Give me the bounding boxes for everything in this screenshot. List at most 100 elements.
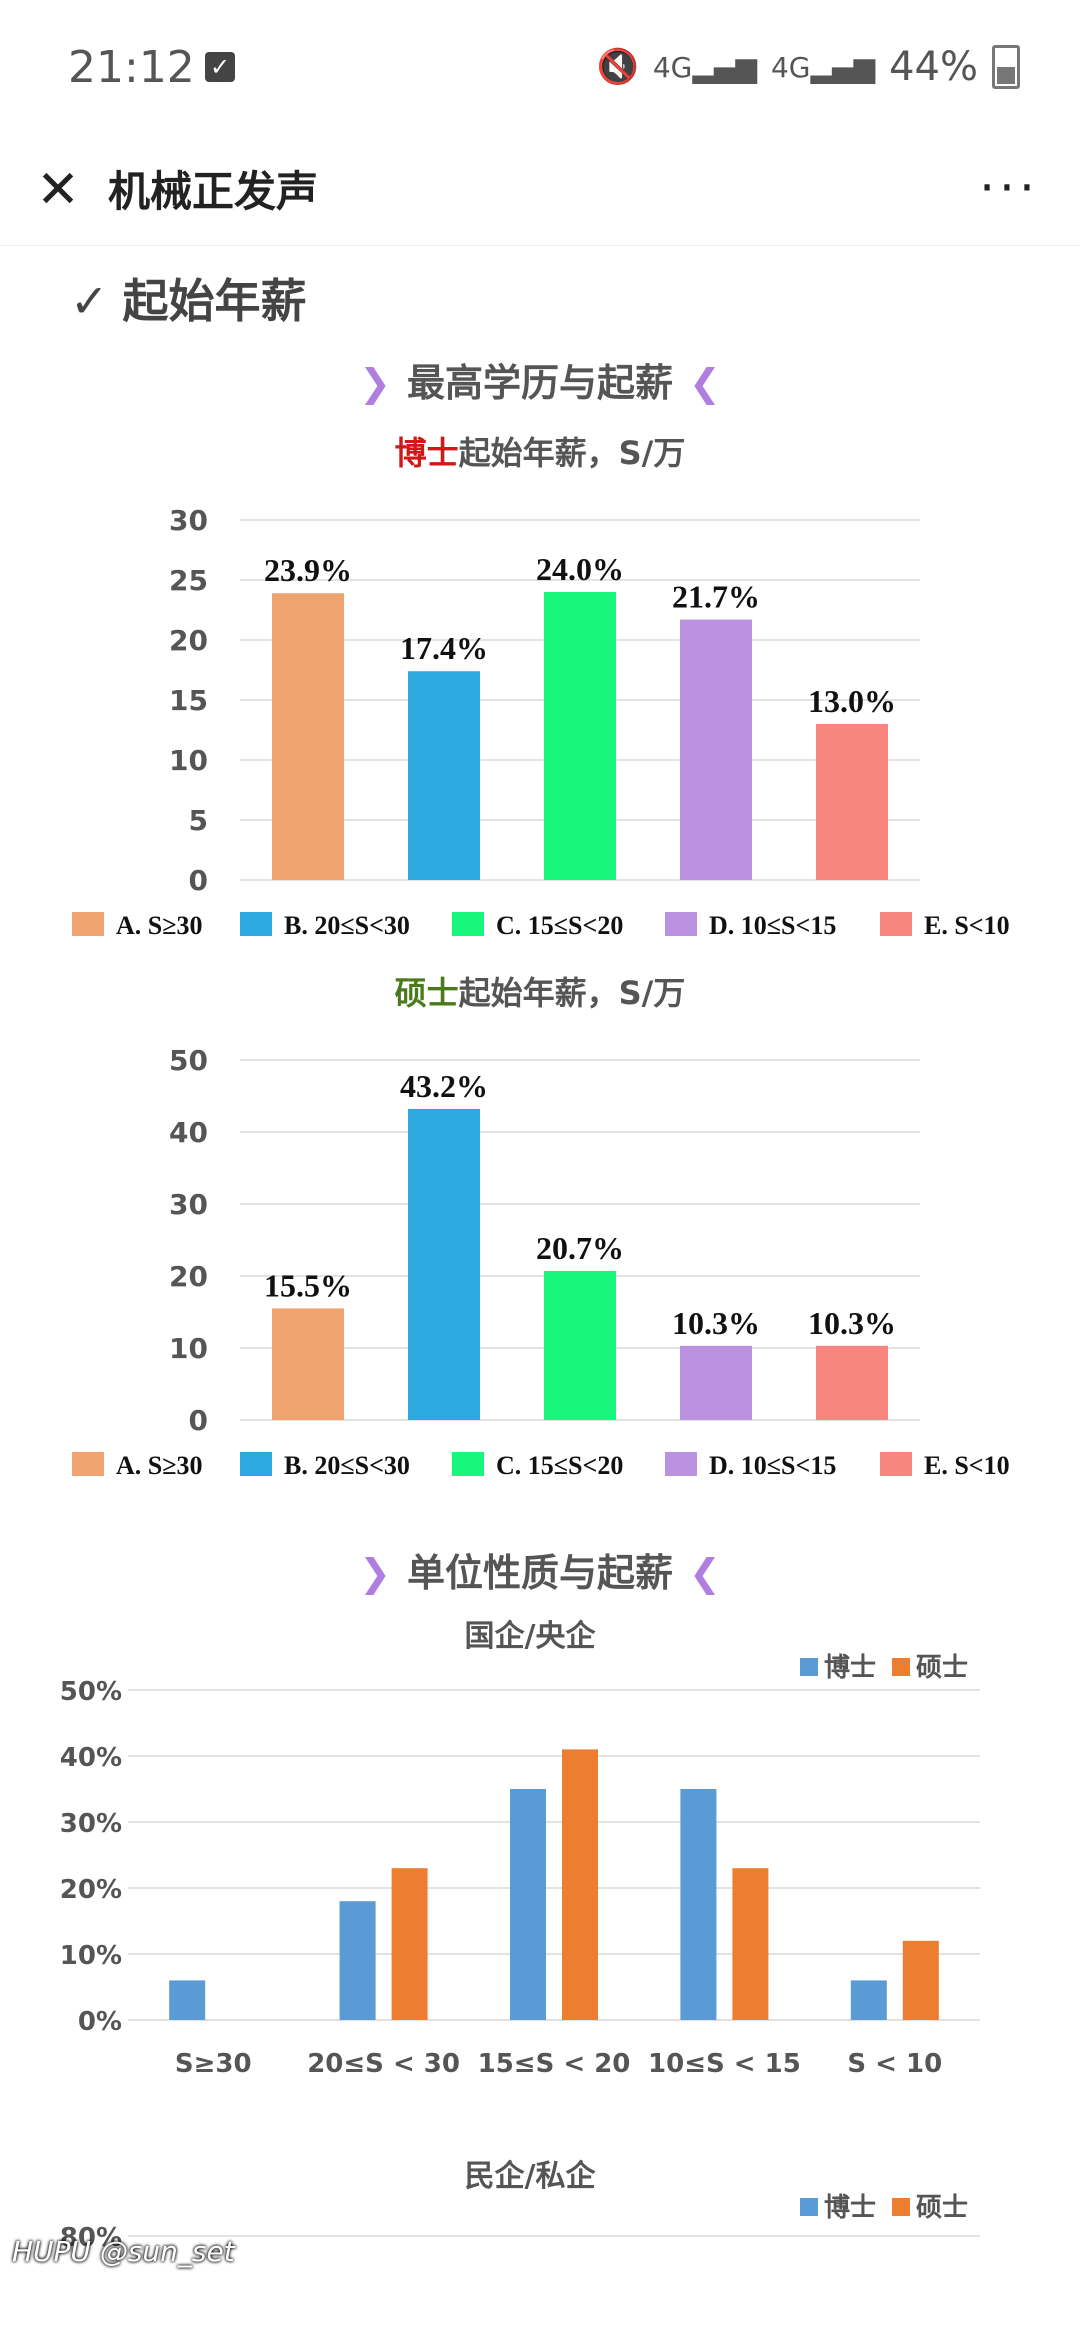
chart-title-rest: 起始年薪，S/万 <box>459 974 686 1012</box>
section-heading: ✓ 起始年薪 <box>70 274 307 328</box>
title-bar: ✕ 机械正发声 ··· <box>0 140 1080 246</box>
data-label: 23.9% <box>264 552 352 588</box>
subheading-education: ❯ 最高学历与起薪 ❮ <box>359 361 721 405</box>
y-tick-label: 50% <box>60 1677 122 1707</box>
soe-salary-chart: 国企/央企 0% 10% 20% 30% 40% 50% 博士 硕士 S≥30 20≤S < 30 1… <box>60 1619 980 2079</box>
legend-swatch <box>800 1658 818 1676</box>
bar <box>816 724 888 880</box>
y-tick-label: 80% <box>60 2223 122 2253</box>
chevron-left-icon: ❮ <box>689 1551 721 1595</box>
legend-label: 硕士 <box>916 1653 968 1683</box>
y-tick-label: 0% <box>78 2007 122 2037</box>
bar <box>850 1980 887 2020</box>
bar <box>272 1308 344 1420</box>
y-tick-label: 20 <box>169 624 208 657</box>
x-tick-label: S≥30 <box>175 2049 252 2079</box>
x-tick-label: 10≤S < 15 <box>648 2049 801 2079</box>
bar <box>732 1868 769 2020</box>
data-label: 43.2% <box>400 1068 488 1104</box>
chevron-right-icon: ❯ <box>359 1551 391 1595</box>
close-icon[interactable]: ✕ <box>36 160 80 220</box>
legend-swatch <box>880 1452 912 1476</box>
bar <box>272 593 344 880</box>
mute-icon: 🔇 <box>596 47 639 87</box>
bar <box>816 1345 888 1420</box>
bar <box>680 619 752 880</box>
y-tick-label: 20 <box>169 1260 208 1293</box>
battery-icon <box>992 45 1020 89</box>
y-tick-label: 20% <box>60 1875 122 1905</box>
y-tick-label: 50 <box>169 1044 208 1077</box>
legend-swatch <box>892 2198 910 2216</box>
legend-swatch <box>72 912 104 936</box>
bar <box>169 1980 206 2020</box>
legend-label: D. 10≤S<15 <box>709 1451 836 1480</box>
x-tick-label: 20≤S < 30 <box>307 2049 460 2079</box>
data-label: 24.0% <box>536 551 624 587</box>
subheading-employer: ❯ 单位性质与起薪 ❮ <box>359 1551 721 1595</box>
y-tick-label: 0 <box>189 1404 208 1437</box>
data-label: 13.0% <box>808 683 896 719</box>
legend-swatch <box>800 2198 818 2216</box>
chart-title: 博士起始年薪，S/万 <box>395 434 686 472</box>
chart-title: 硕士起始年薪，S/万 <box>395 974 686 1012</box>
signal-4g-icon-2: 4G▂▄▆ <box>770 50 876 84</box>
y-tick-label: 5 <box>189 804 208 837</box>
legend-label: C. 15≤S<20 <box>496 1451 623 1480</box>
legend-label: E. S<10 <box>924 1451 1010 1480</box>
chart-title-rest: 起始年薪，S/万 <box>459 434 686 472</box>
bar <box>680 1345 752 1420</box>
status-bar: 21:12 ✓ 🔇 4G▂▄▆ 4G▂▄▆ 44% <box>0 0 1080 140</box>
legend-label: C. 15≤S<20 <box>496 911 623 940</box>
chart-title: 民企/私企 <box>465 2159 597 2194</box>
bar <box>680 1789 717 2020</box>
master-salary-chart: 硕士起始年薪，S/万 0 10 20 30 40 50 15.5% 43.2% 20.7% 10.3… <box>72 974 1010 1480</box>
data-label: 17.4% <box>400 630 488 666</box>
chart-title-highlight: 博士 <box>395 434 459 472</box>
y-tick-label: 30 <box>169 1188 208 1221</box>
x-tick-label: S < 10 <box>847 2049 942 2079</box>
chevron-left-icon: ❮ <box>689 361 721 405</box>
data-label: 21.7% <box>672 579 760 615</box>
data-label: 20.7% <box>536 1230 624 1266</box>
x-tick-label: 15≤S < 20 <box>478 2049 631 2079</box>
legend-label: E. S<10 <box>924 911 1010 940</box>
y-tick-label: 10% <box>60 1941 122 1971</box>
bar <box>510 1789 546 2020</box>
page-title: 机械正发声 <box>108 167 319 216</box>
legend-swatch <box>240 1452 272 1476</box>
legend-swatch <box>880 912 912 936</box>
legend-label: D. 10≤S<15 <box>709 911 836 940</box>
bar <box>408 671 480 880</box>
y-tick-label: 10 <box>169 744 208 777</box>
y-tick-label: 0 <box>189 864 208 897</box>
legend-label: 博士 <box>824 1653 876 1683</box>
chart-title-highlight: 硕士 <box>395 974 459 1012</box>
y-tick-label: 15 <box>169 684 208 717</box>
data-label: 10.3% <box>808 1305 896 1341</box>
bar <box>544 1270 616 1420</box>
legend-label: 博士 <box>824 2193 876 2223</box>
more-options-icon[interactable]: ··· <box>979 159 1039 217</box>
bar <box>544 592 616 880</box>
legend-label: A. S≥30 <box>116 1451 203 1480</box>
y-tick-label: 40 <box>169 1116 208 1149</box>
legend-swatch <box>665 1452 697 1476</box>
status-time: 21:12 <box>68 42 195 93</box>
bar <box>562 1749 598 2020</box>
y-tick-label: 10 <box>169 1332 208 1365</box>
watermark: HUPU @sun_set <box>12 2235 235 2268</box>
phd-salary-chart: 博士起始年薪，S/万 0 5 10 15 20 25 30 23.9% 17.4% 24.0% 21.… <box>72 434 1010 940</box>
bar <box>339 1901 376 2020</box>
legend-label: B. 20≤S<30 <box>284 1451 410 1480</box>
legend-label: A. S≥30 <box>116 911 203 940</box>
legend-swatch <box>72 1452 104 1476</box>
chevron-right-icon: ❯ <box>359 361 391 405</box>
y-tick-label: 40% <box>60 1743 122 1773</box>
chart-title: 国企/央企 <box>465 1619 597 1654</box>
y-tick-label: 25 <box>169 564 208 597</box>
check-icon: ✓ <box>70 274 109 328</box>
bar <box>391 1868 428 2020</box>
legend-swatch <box>892 1658 910 1676</box>
